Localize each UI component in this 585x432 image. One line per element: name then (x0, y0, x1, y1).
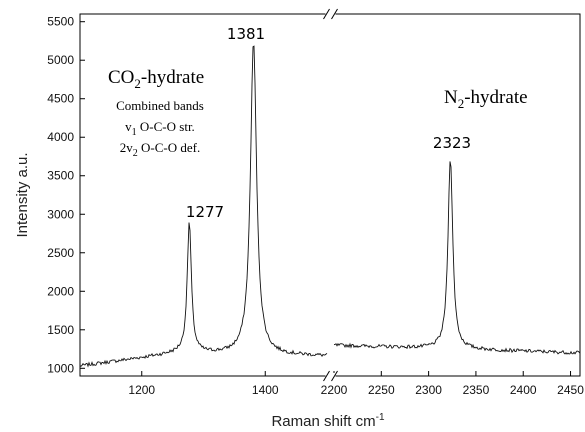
y-tick-label-4500: 4500 (47, 92, 74, 106)
axis-break-gap-1 (325, 373, 336, 379)
axis-break-slash-b-0 (331, 8, 338, 20)
y-tick-label-4000: 4000 (47, 130, 74, 144)
spectrum-line-n2 (333, 161, 581, 355)
y-axis-title: Intensity a.u. (14, 152, 31, 237)
axis-break-marks (323, 8, 338, 382)
axis-break-gap-0 (325, 11, 336, 17)
spectrum-series (79, 45, 581, 368)
band-v1-label: v1 O-C-O str. (125, 119, 195, 138)
axis-break-slash-b-1 (331, 370, 338, 382)
y-tick-label-5000: 5000 (47, 53, 74, 67)
y-tick-label-1500: 1500 (47, 323, 74, 337)
axis-break-slash-a-1 (323, 370, 330, 382)
x-axis-title-sup: -1 (376, 412, 385, 423)
y-tick-label-1000: 1000 (47, 361, 74, 375)
x-axis-title: Raman shift cm-1 (271, 412, 385, 430)
x-tick-label-1200: 1200 (128, 383, 155, 397)
y-tick-label-2500: 2500 (47, 246, 74, 260)
x-axis-title-text: Raman shift cm (271, 413, 375, 430)
spectrum-line-co2 (79, 45, 328, 368)
x-tick-label-1400: 1400 (252, 383, 279, 397)
x-tick-label-2300: 2300 (415, 383, 442, 397)
x-tick-label-2450: 2450 (557, 383, 584, 397)
peak-label-1277: 1277 (186, 203, 224, 221)
band-2v2-label: 2v2 O-C-O def. (120, 140, 200, 159)
x-tick-label-2350: 2350 (463, 383, 490, 397)
y-tick-label-5500: 5500 (47, 15, 74, 29)
axis-ticks: 1000 1500 2000 2500 3000 3500 4000 4500 5000 5500… (47, 15, 584, 397)
x-tick-label-2400: 2400 (510, 383, 537, 397)
x-tick-label-2250: 2250 (368, 383, 395, 397)
y-tick-label-3500: 3500 (47, 169, 74, 183)
co2-hydrate-title: CO2-hydrate (108, 67, 204, 91)
peak-label-2323: 2323 (433, 134, 471, 152)
y-tick-label-2000: 2000 (47, 284, 74, 298)
x-tick-label-2200: 2200 (321, 383, 348, 397)
combined-bands-label: Combined bands (116, 98, 204, 113)
y-tick-label-3000: 3000 (47, 207, 74, 221)
peak-label-1381: 1381 (227, 25, 265, 43)
axis-break-slash-a-0 (323, 8, 330, 20)
n2-hydrate-title: N2-hydrate (444, 87, 528, 111)
